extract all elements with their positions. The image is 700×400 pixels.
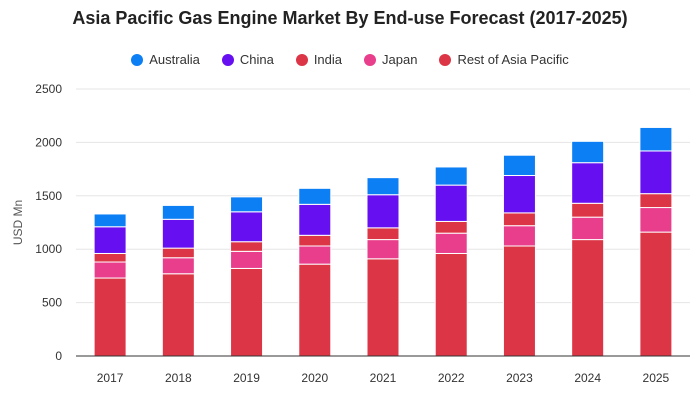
bar-australia-2024 — [571, 140, 605, 164]
x-tick-label-2023: 2023 — [506, 371, 533, 385]
bar-india-2021 — [366, 227, 400, 241]
bar-japan-2021 — [366, 239, 400, 260]
bar-china-2024 — [571, 162, 605, 204]
legend-item-japan[interactable]: Japan — [364, 52, 417, 67]
bar-rest-of-asia-pacific-2023 — [502, 245, 536, 357]
legend-item-australia[interactable]: Australia — [131, 52, 200, 67]
bar-india-2017 — [93, 252, 127, 263]
bar-china-2021 — [366, 194, 400, 229]
bar-rest-of-asia-pacific-2019 — [230, 267, 264, 357]
x-tick-label-2017: 2017 — [97, 371, 124, 385]
legend-item-china[interactable]: China — [221, 52, 274, 67]
bar-japan-2022 — [434, 232, 468, 254]
bar-india-2025 — [639, 193, 673, 209]
bar-australia-2019 — [230, 196, 264, 213]
x-tick-label-2022: 2022 — [438, 371, 465, 385]
bar-rest-of-asia-pacific-2024 — [571, 239, 605, 357]
bar-india-2024 — [571, 202, 605, 218]
bar-japan-2024 — [571, 216, 605, 241]
y-axis-title: USD Mn — [11, 200, 25, 245]
bar-japan-2020 — [298, 245, 332, 265]
bar-japan-2025 — [639, 207, 673, 233]
bar-australia-2022 — [434, 166, 468, 186]
bar-australia-2020 — [298, 187, 332, 205]
chart-legend: Australia China India Japan Rest of Asia… — [0, 52, 700, 67]
bar-china-2025 — [639, 150, 673, 195]
bar-australia-2021 — [366, 177, 400, 196]
bar-australia-2025 — [639, 126, 673, 152]
bar-japan-2019 — [230, 250, 264, 269]
legend-marker-australia — [131, 53, 144, 66]
x-tick-label-2021: 2021 — [370, 371, 397, 385]
bar-rest-of-asia-pacific-2022 — [434, 252, 468, 357]
x-tick-label-2024: 2024 — [574, 371, 601, 385]
y-tick-label-1000: 1000 — [35, 242, 62, 256]
bar-rest-of-asia-pacific-2017 — [93, 277, 127, 357]
bar-india-2020 — [298, 234, 332, 247]
legend-label-australia: Australia — [149, 52, 200, 67]
legend-item-rest-of-asia-pacific[interactable]: Rest of Asia Pacific — [439, 52, 569, 67]
legend-label-japan: Japan — [382, 52, 418, 67]
bar-japan-2018 — [161, 257, 195, 275]
bar-india-2019 — [230, 241, 264, 252]
bar-japan-2017 — [93, 261, 127, 279]
bar-china-2018 — [161, 218, 195, 249]
chart-title: Asia Pacific Gas Engine Market By End-us… — [72, 8, 628, 28]
bar-china-2017 — [93, 226, 127, 254]
x-tick-label-2020: 2020 — [301, 371, 328, 385]
legend-marker-china — [221, 53, 234, 66]
bar-india-2022 — [434, 220, 468, 234]
y-tick-label-2500: 2500 — [35, 82, 62, 96]
bar-japan-2023 — [502, 225, 536, 247]
legend-marker-india — [295, 53, 308, 66]
x-tick-label-2018: 2018 — [165, 371, 192, 385]
bar-china-2022 — [434, 184, 468, 222]
bar-china-2023 — [502, 175, 536, 214]
y-tick-label-1500: 1500 — [35, 189, 62, 203]
legend-marker-rest-of-asia-pacific — [439, 53, 452, 66]
bar-australia-2017 — [93, 213, 127, 228]
bar-rest-of-asia-pacific-2018 — [161, 273, 195, 357]
bar-rest-of-asia-pacific-2020 — [298, 263, 332, 357]
bar-india-2018 — [161, 247, 195, 259]
y-tick-label-500: 500 — [42, 296, 62, 310]
x-tick-label-2019: 2019 — [233, 371, 260, 385]
bar-australia-2018 — [161, 204, 195, 220]
y-tick-label-2000: 2000 — [35, 135, 62, 149]
legend-label-rest-of-asia-pacific: Rest of Asia Pacific — [457, 52, 569, 67]
legend-marker-japan — [364, 53, 377, 66]
y-tick-label-0: 0 — [55, 349, 62, 363]
bar-rest-of-asia-pacific-2021 — [366, 258, 400, 357]
bar-rest-of-asia-pacific-2025 — [639, 231, 673, 357]
bar-india-2023 — [502, 212, 536, 227]
legend-item-india[interactable]: India — [295, 52, 343, 67]
legend-label-india: India — [313, 52, 343, 67]
legend-label-china: China — [239, 52, 274, 67]
x-tick-label-2025: 2025 — [643, 371, 670, 385]
bar-australia-2023 — [502, 154, 536, 177]
bar-china-2019 — [230, 211, 264, 243]
bar-china-2020 — [298, 203, 332, 236]
